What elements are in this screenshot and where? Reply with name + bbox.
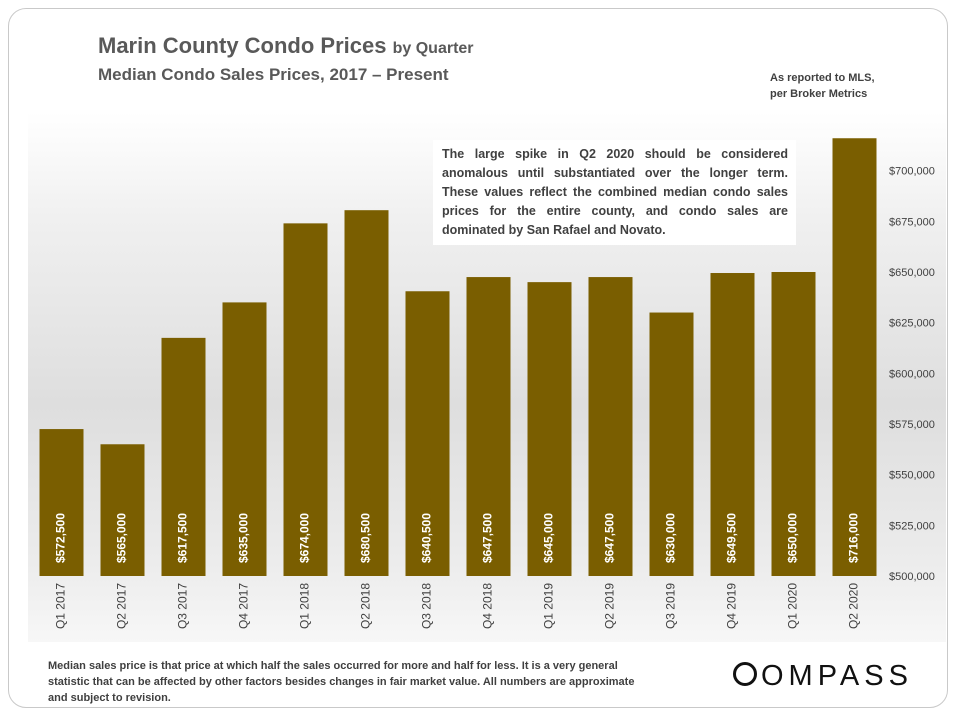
compass-c-icon bbox=[733, 662, 757, 686]
bar bbox=[222, 302, 267, 576]
bar bbox=[588, 277, 633, 576]
x-tick-label: Q1 2020 bbox=[786, 583, 800, 629]
y-tick-label: $700,000 bbox=[889, 166, 935, 178]
bar-value-label: $572,500 bbox=[54, 513, 68, 563]
bar bbox=[649, 312, 694, 576]
bar bbox=[405, 291, 450, 576]
y-tick-label: $500,000 bbox=[889, 571, 935, 583]
bar-value-label: $635,000 bbox=[237, 513, 251, 563]
bar bbox=[466, 277, 511, 576]
x-tick-label: Q1 2017 bbox=[54, 583, 68, 629]
x-tick-label: Q1 2018 bbox=[298, 583, 312, 629]
source-note: As reported to MLS, per Broker Metrics bbox=[770, 72, 875, 100]
bar bbox=[161, 337, 206, 576]
bar bbox=[39, 429, 84, 576]
bar-value-label: $565,000 bbox=[115, 513, 129, 563]
bar-value-label: $647,500 bbox=[481, 513, 495, 563]
x-tick-label: Q3 2019 bbox=[664, 583, 678, 629]
logo-text: OMPASS bbox=[761, 660, 913, 692]
x-tick-label: Q3 2017 bbox=[176, 583, 190, 629]
x-tick-label: Q4 2019 bbox=[725, 583, 739, 629]
bar-value-label: $716,000 bbox=[847, 513, 861, 563]
bar bbox=[710, 273, 755, 576]
y-tick-label: $625,000 bbox=[889, 318, 935, 330]
bar-value-label: $674,000 bbox=[298, 513, 312, 563]
bar bbox=[527, 282, 572, 576]
bar bbox=[344, 210, 389, 577]
x-tick-label: Q3 2018 bbox=[420, 583, 434, 629]
title-main: Marin County Condo Prices bbox=[98, 33, 387, 58]
y-tick-label: $525,000 bbox=[889, 520, 935, 532]
compass-logo: OMPASS bbox=[733, 660, 913, 693]
chart-subtitle: Median Condo Sales Prices, 2017 – Presen… bbox=[98, 65, 449, 84]
bar-value-label: $640,500 bbox=[420, 513, 434, 563]
bar-value-label: $680,500 bbox=[359, 513, 373, 563]
x-tick-label: Q2 2019 bbox=[603, 583, 617, 629]
y-tick-label: $675,000 bbox=[889, 216, 935, 228]
y-tick-label: $550,000 bbox=[889, 470, 935, 482]
x-tick-label: Q4 2018 bbox=[481, 583, 495, 629]
bar bbox=[283, 223, 328, 577]
footnote: Median sales price is that price at whic… bbox=[48, 660, 635, 704]
bar-value-label: $647,500 bbox=[603, 513, 617, 563]
bar-value-label: $630,000 bbox=[664, 513, 678, 563]
bar bbox=[771, 272, 816, 576]
annotation-box: The large spike in Q2 2020 should be con… bbox=[433, 140, 796, 245]
bar bbox=[100, 444, 145, 576]
bar-value-label: $645,000 bbox=[542, 513, 556, 563]
chart-title: Marin County Condo Prices by Quarter bbox=[98, 33, 474, 59]
y-tick-label: $600,000 bbox=[889, 368, 935, 380]
bar-value-label: $650,000 bbox=[786, 513, 800, 563]
bar-value-label: $649,500 bbox=[725, 513, 739, 563]
x-tick-label: Q4 2017 bbox=[237, 583, 251, 629]
x-tick-label: Q2 2020 bbox=[847, 583, 861, 629]
x-tick-label: Q1 2019 bbox=[542, 583, 556, 629]
bar bbox=[832, 138, 877, 577]
x-tick-label: Q2 2018 bbox=[359, 583, 373, 629]
title-suffix: by Quarter bbox=[392, 40, 474, 57]
x-tick-label: Q2 2017 bbox=[115, 583, 129, 629]
bar-value-label: $617,500 bbox=[176, 513, 190, 563]
y-tick-label: $650,000 bbox=[889, 267, 935, 279]
y-tick-label: $575,000 bbox=[889, 419, 935, 431]
